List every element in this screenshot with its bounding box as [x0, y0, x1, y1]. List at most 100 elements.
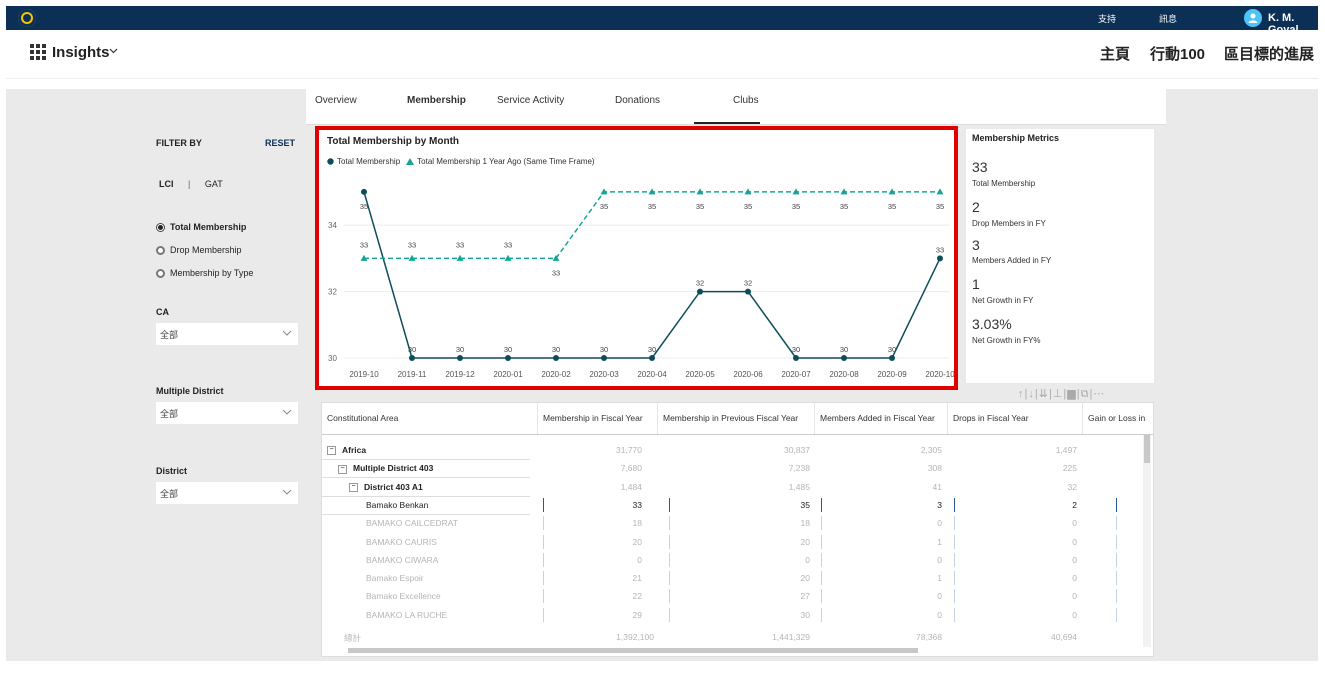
radio-unselected-icon [156, 268, 165, 278]
more-options-icon[interactable]: ⋯ [1093, 388, 1106, 400]
data-point [457, 355, 463, 361]
data-label: 35 [696, 202, 704, 211]
row-label: Bamako Benkan [366, 499, 429, 510]
focus-mode-icon[interactable]: ⧉ [1080, 388, 1090, 400]
table-cell: 1,485 [788, 481, 810, 492]
table-cell: 308 [927, 463, 942, 474]
chevron-down-icon[interactable] [109, 46, 118, 55]
tab-donations[interactable]: Donations [615, 95, 661, 106]
tab-clubs[interactable]: Clubs [733, 95, 759, 106]
y-tick-label: 34 [328, 221, 337, 230]
tab-service-activity[interactable]: Service Activity [497, 95, 565, 106]
table-cell: 0 [937, 518, 942, 529]
app-launcher-icon[interactable] [30, 44, 46, 60]
col-header-members-added[interactable]: Members Added in Fiscal Year [815, 403, 948, 434]
row-label: BAMAKO CIWARA [366, 554, 439, 565]
district-dropdown[interactable]: 全部 [156, 482, 298, 504]
table-row[interactable]: Bamako Excellence 22 27 0 0 [322, 587, 1144, 605]
row-label: − Multiple District 403 [338, 463, 433, 474]
table-row[interactable]: − District 403 A1 1,484 1,485 41 32 [322, 478, 1144, 496]
table-cell: 20 [800, 536, 810, 547]
membership-matrix[interactable]: Constitutional Area Membership in Fiscal… [321, 402, 1154, 657]
data-bar [821, 534, 822, 549]
col-header-gain-loss[interactable]: Gain or Loss in [1083, 403, 1153, 434]
table-row[interactable]: − Multiple District 403 7,680 7,238 308 225 [322, 459, 1144, 477]
table-cell: 0 [1072, 591, 1077, 602]
radio-total-membership[interactable]: Total Membership [156, 222, 246, 232]
table-row[interactable]: BAMAKO CIWARA 0 0 0 0 [322, 551, 1144, 569]
user-avatar-icon[interactable] [1244, 9, 1262, 27]
horizontal-scrollbar[interactable] [332, 646, 1144, 654]
row-label: Bamako Espoir [366, 573, 424, 584]
reset-button[interactable]: RESET [264, 138, 295, 148]
table-row[interactable]: Bamako Benkan 33 35 3 2 [322, 496, 1144, 514]
multiple-district-dropdown[interactable]: 全部 [156, 402, 298, 424]
series-line-1 [363, 191, 941, 359]
row-label: BAMAKO CAURIS [366, 536, 437, 547]
chevron-down-icon [282, 330, 292, 336]
data-point [697, 288, 703, 295]
collapse-icon[interactable]: − [327, 446, 336, 456]
expand-all-icon[interactable]: ⇊ [1038, 388, 1049, 400]
data-point [408, 254, 416, 261]
table-row[interactable]: BAMAKO CAURIS 20 20 1 0 [322, 533, 1144, 551]
legend-series-2[interactable]: Total Membership 1 Year Ago (Same Time F… [417, 157, 595, 166]
data-label: 33 [456, 240, 464, 249]
data-bar [1116, 497, 1117, 512]
radio-drop-membership[interactable]: Drop Membership [156, 245, 242, 255]
table-cell: 0 [637, 554, 642, 565]
data-label: 35 [792, 202, 800, 211]
col-header-membership-prev-fy[interactable]: Membership in Previous Fiscal Year [658, 403, 815, 434]
data-bar [954, 589, 955, 604]
data-label: 35 [744, 202, 752, 211]
filter-icon[interactable]: ▆ [1067, 388, 1077, 400]
visual-header-toolbar[interactable]: ↑|↓|⇊|⊥|▆|⧉|⋯ [1018, 388, 1106, 400]
table-cell: 0 [805, 554, 810, 565]
membership-line-chart[interactable]: Total Membership by Month Total Membersh… [315, 126, 958, 390]
table-row[interactable]: BAMAKO CAILCEDRAT 18 18 0 0 [322, 514, 1144, 532]
row-label: − District 403 A1 [349, 482, 423, 492]
data-bar [821, 589, 822, 604]
table-row[interactable]: − Africa 31,770 30,837 2,305 1,497 [322, 441, 1144, 459]
ca-dropdown[interactable]: 全部 [156, 323, 298, 345]
data-point [745, 288, 751, 295]
legend-series-1[interactable]: Total Membership [337, 157, 401, 166]
data-label: 35 [936, 202, 944, 211]
col-header-constitutional-area[interactable]: Constitutional Area [322, 403, 538, 434]
nav-district-goals[interactable]: 區目標的進展 [1224, 46, 1315, 63]
nav-action100[interactable]: 行動100 [1150, 46, 1206, 63]
chart-plot-area: 30 32 34 2019-10 2019-11 2019-12 2020-01 2020-0… [328, 188, 954, 379]
drill-down-icon[interactable]: ↓ [1028, 388, 1035, 400]
data-label: 35 [360, 202, 368, 211]
lci-option[interactable]: LCI [159, 179, 174, 189]
x-tick-label: 2019-11 [398, 370, 427, 379]
metrics-title: Membership Metrics [972, 133, 1060, 143]
tab-membership[interactable]: Membership [407, 95, 466, 106]
support-link[interactable]: 支持 [1098, 14, 1117, 24]
data-point [937, 255, 943, 262]
gat-option[interactable]: GAT [204, 179, 223, 189]
data-point [936, 188, 944, 195]
messages-link[interactable]: 訊息 [1159, 14, 1178, 24]
collapse-icon[interactable]: − [338, 464, 347, 474]
tab-overview[interactable]: Overview [315, 95, 357, 106]
vertical-scrollbar[interactable] [1143, 435, 1151, 647]
data-bar [669, 571, 670, 586]
table-cell: 0 [937, 609, 942, 620]
table-row[interactable]: Bamako Espoir 21 20 1 0 [322, 569, 1144, 587]
hierarchy-icon[interactable]: ⊥ [1052, 388, 1064, 400]
active-tab-indicator [694, 122, 760, 124]
table-cell: 2 [1072, 499, 1077, 510]
table-cell: 0 [1072, 518, 1077, 529]
data-bar [543, 552, 544, 567]
col-header-membership-fy[interactable]: Membership in Fiscal Year [538, 403, 658, 434]
table-row[interactable]: BAMAKO LA RUCHE 29 30 0 0 [322, 606, 1144, 624]
app-name[interactable]: Insights [52, 44, 110, 61]
drill-up-icon[interactable]: ↑ [1018, 388, 1025, 400]
data-label: 35 [648, 202, 656, 211]
nav-home[interactable]: 主頁 [1100, 46, 1131, 63]
collapse-icon[interactable]: − [349, 482, 358, 492]
data-point [840, 188, 848, 195]
radio-membership-by-type[interactable]: Membership by Type [156, 268, 253, 278]
col-header-drops[interactable]: Drops in Fiscal Year [948, 403, 1083, 434]
